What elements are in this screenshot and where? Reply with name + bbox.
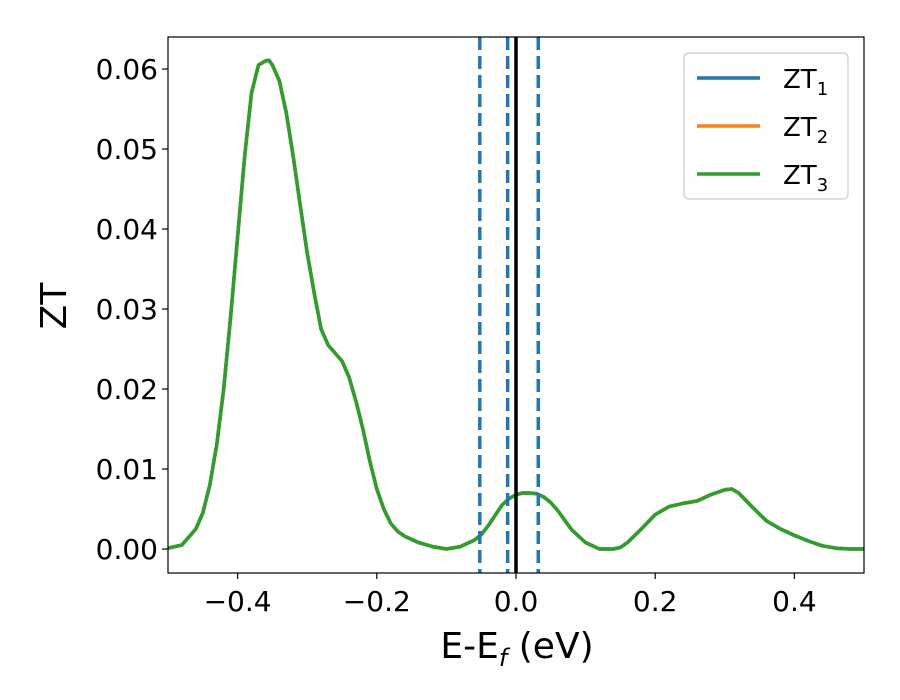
y-tick-label: 0.04 xyxy=(96,213,158,246)
legend-label-subscript: 2 xyxy=(817,127,828,148)
legend-label-main: ZT xyxy=(783,65,817,95)
x-axis-label-main: E-E xyxy=(440,626,498,667)
y-tick-label: 0.05 xyxy=(96,133,158,166)
legend-label-subscript: 1 xyxy=(817,79,828,100)
plot-series xyxy=(168,37,864,573)
x-tick-label: 0.4 xyxy=(772,585,817,618)
y-axis-label: ZT xyxy=(34,282,75,330)
series-line-zt3 xyxy=(168,58,864,551)
plot-area xyxy=(168,37,864,573)
y-tick-label: 0.03 xyxy=(96,293,158,326)
axes: −0.4 −0.2 0.0 0.2 0.4 0.00 0.01 0.02 0.03 0.04 0.0… xyxy=(96,53,817,618)
y-tick-label: 0.00 xyxy=(96,533,158,566)
legend-label-zt2: ZT2 xyxy=(783,113,828,148)
x-axis-label-unit: (eV) xyxy=(507,626,593,667)
x-tick-label: 0.0 xyxy=(494,585,539,618)
y-tick-label: 0.06 xyxy=(96,53,158,86)
x-tick-label: 0.2 xyxy=(633,585,678,618)
legend-box xyxy=(683,52,849,200)
legend-label-subscript: 3 xyxy=(817,175,828,196)
x-tick-label: −0.4 xyxy=(204,585,272,618)
x-axis-label: E-Ef (eV) xyxy=(440,626,593,672)
legend-label-zt1: ZT1 xyxy=(783,65,828,100)
legend-label-zt3: ZT3 xyxy=(783,161,828,196)
legend-label-main: ZT xyxy=(783,161,817,191)
y-tick-label: 0.01 xyxy=(96,453,158,486)
legend-label-main: ZT xyxy=(783,113,817,143)
x-tick-label: −0.2 xyxy=(343,585,411,618)
y-tick-label: 0.02 xyxy=(96,373,158,406)
